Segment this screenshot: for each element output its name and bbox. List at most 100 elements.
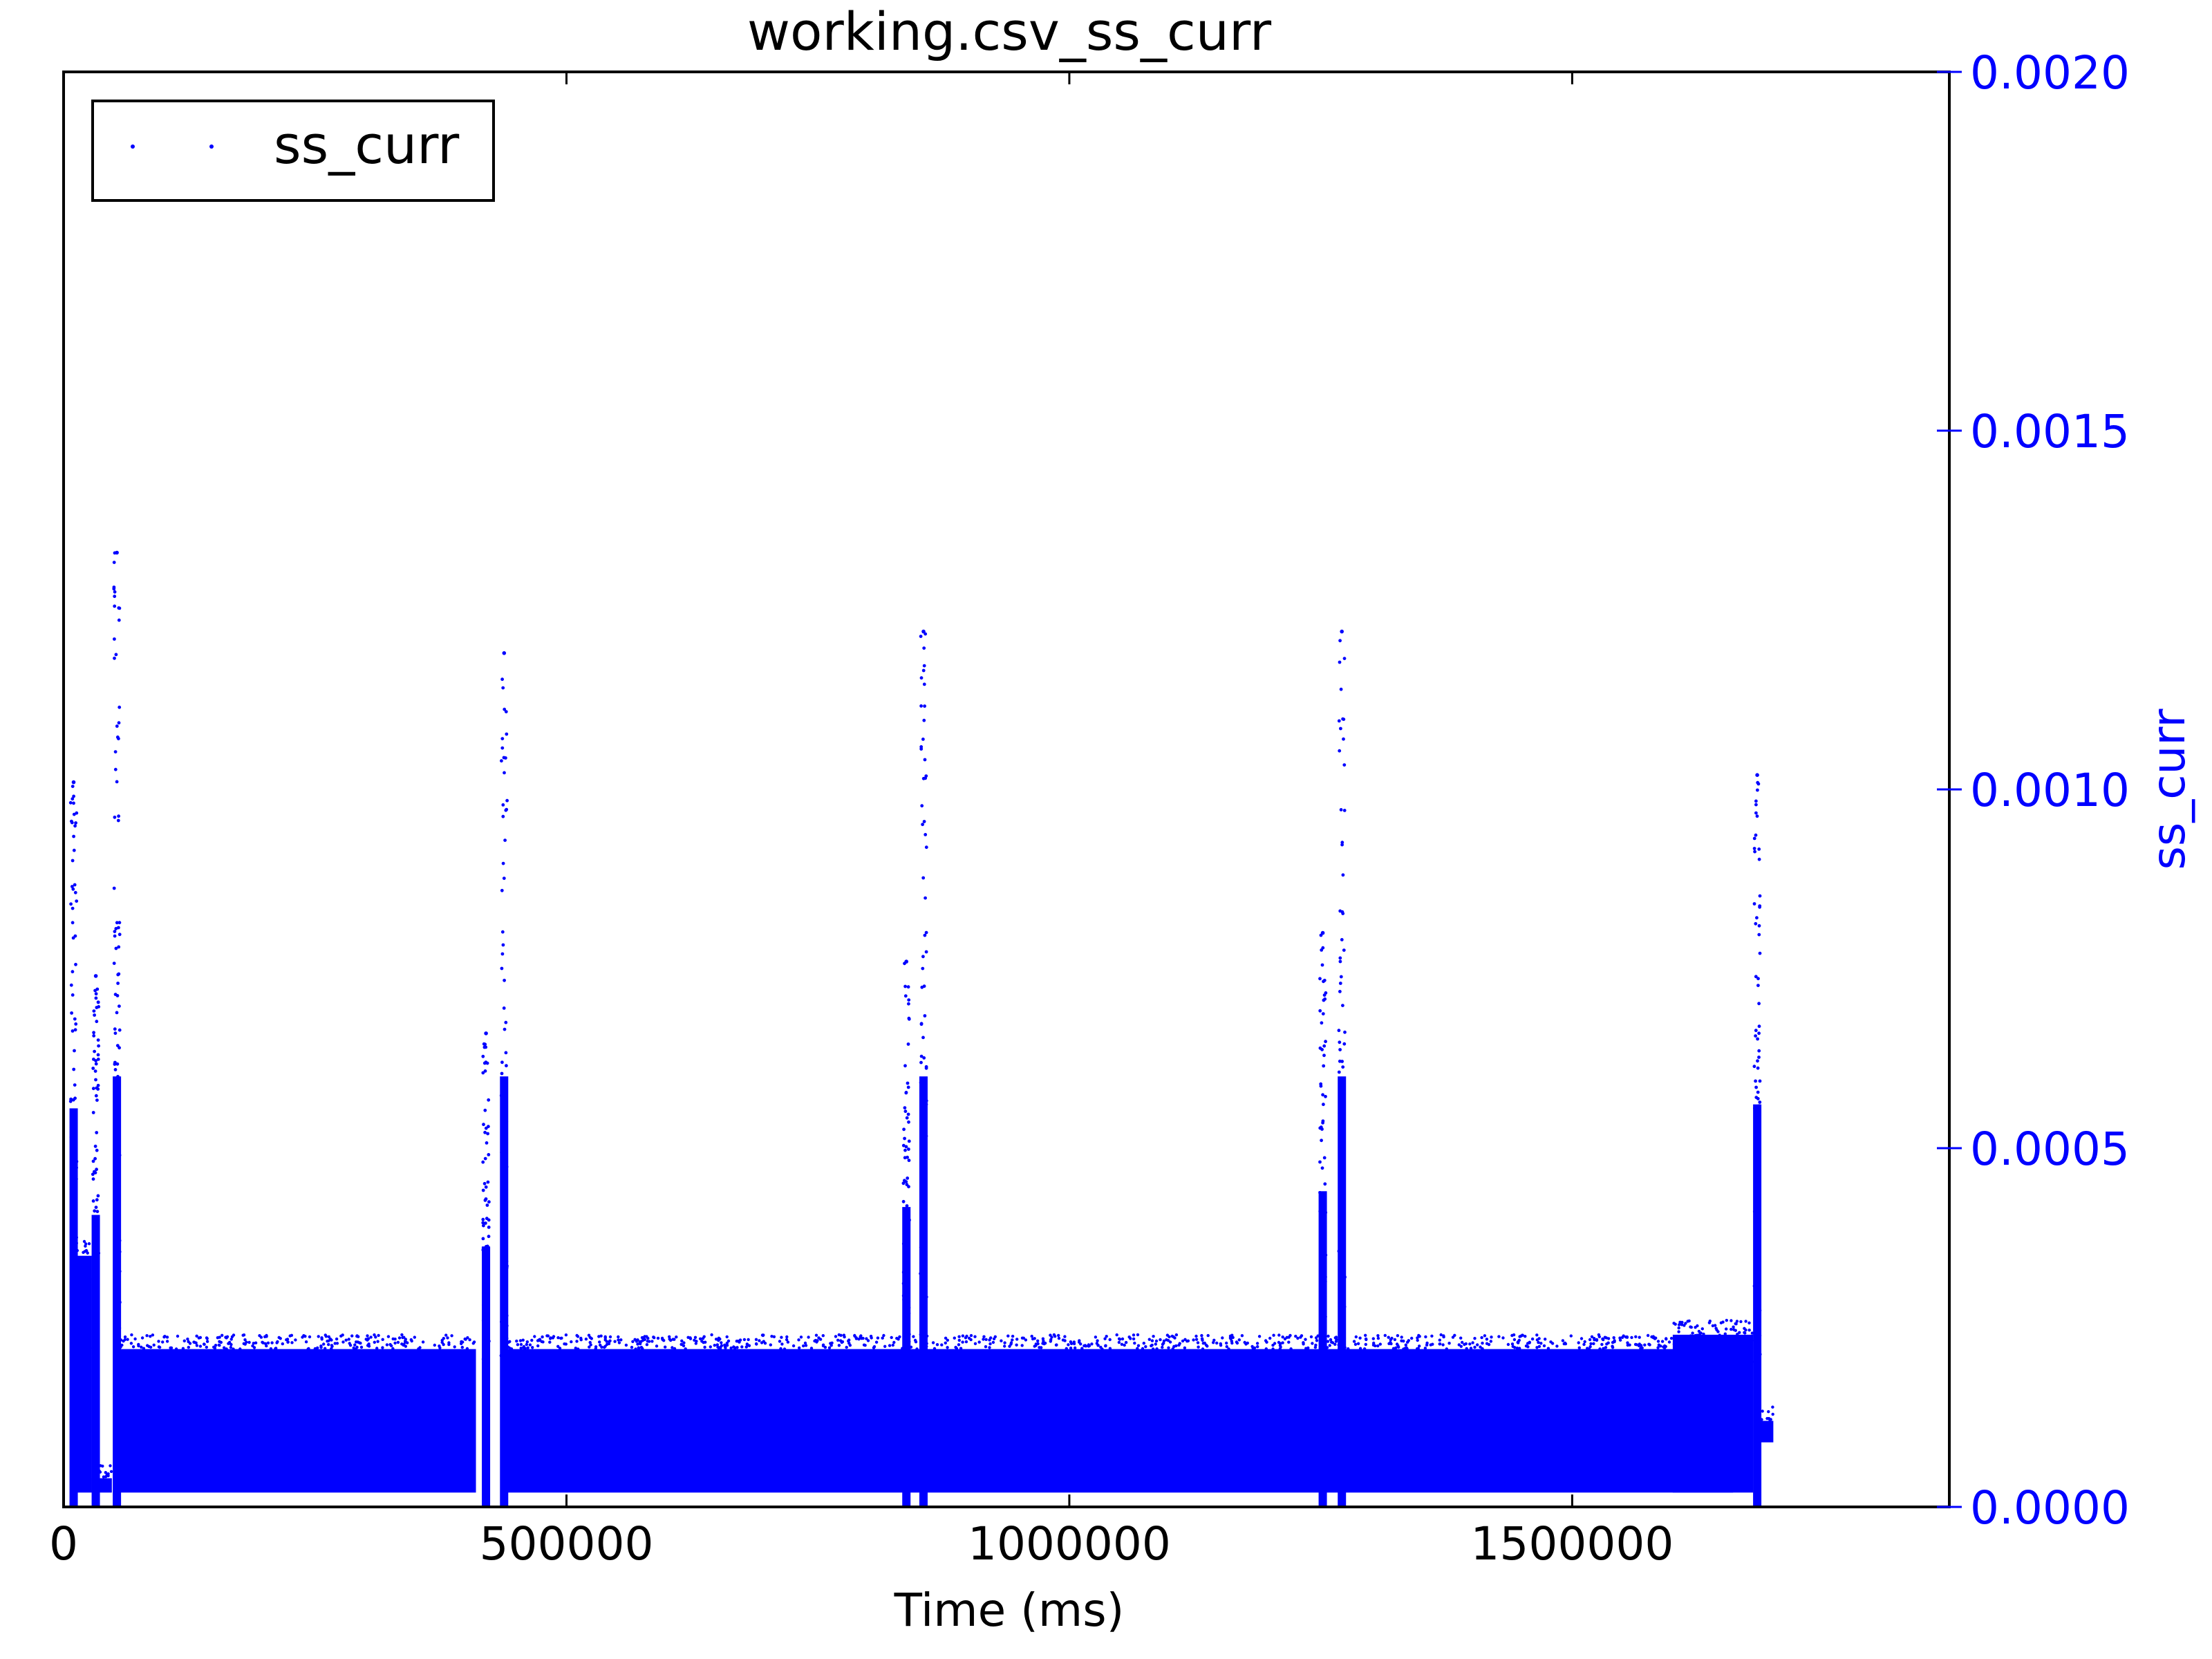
- data-point: [1003, 1341, 1006, 1344]
- data-point: [93, 1309, 97, 1312]
- data-point: [1512, 1333, 1516, 1337]
- data-point: [126, 1338, 129, 1341]
- data-point: [1340, 1154, 1343, 1159]
- data-point: [74, 1134, 78, 1138]
- data-point: [901, 1241, 906, 1246]
- data-point: [286, 1340, 290, 1344]
- data-point: [468, 1338, 471, 1342]
- data-point: [194, 1341, 198, 1344]
- data-point: [1320, 1305, 1324, 1309]
- data-point: [944, 1336, 948, 1340]
- data-point: [113, 1086, 117, 1090]
- data-point: [906, 1085, 910, 1089]
- spike-core: [919, 1076, 928, 1507]
- data-point: [1069, 1347, 1073, 1350]
- data-point: [1725, 1318, 1728, 1322]
- data-point: [1600, 1342, 1604, 1347]
- data-point: [1221, 1336, 1224, 1340]
- data-point: [922, 682, 926, 686]
- data-point: [888, 1344, 892, 1347]
- data-point: [74, 1318, 77, 1322]
- data-point: [1604, 1346, 1608, 1349]
- data-point: [1338, 1353, 1342, 1357]
- data-point: [548, 1340, 552, 1344]
- spike-core: [482, 1246, 491, 1507]
- data-point: [74, 1295, 77, 1299]
- data-point: [115, 780, 119, 784]
- data-point: [1154, 1342, 1158, 1346]
- data-point: [845, 1345, 848, 1349]
- data-point: [1322, 980, 1325, 984]
- data-point: [1320, 1138, 1323, 1143]
- data-point: [556, 1344, 560, 1349]
- data-point: [1323, 1340, 1327, 1344]
- data-point: [1752, 836, 1756, 841]
- data-point: [742, 1338, 747, 1342]
- data-point: [902, 1297, 906, 1302]
- data-point: [915, 1347, 919, 1351]
- data-point: [118, 1271, 121, 1275]
- data-point: [1589, 1342, 1593, 1346]
- data-point: [466, 1336, 469, 1340]
- data-point: [501, 814, 505, 818]
- data-point: [1294, 1334, 1297, 1338]
- data-point: [73, 1248, 77, 1252]
- data-point: [890, 1335, 893, 1340]
- data-point: [500, 1322, 504, 1326]
- data-point: [115, 1044, 120, 1047]
- data-point: [1201, 1342, 1206, 1345]
- data-point: [1684, 1322, 1687, 1325]
- data-point: [393, 1341, 397, 1345]
- data-point: [174, 1347, 178, 1351]
- data-point: [904, 1313, 908, 1317]
- data-point: [1201, 1347, 1205, 1351]
- data-point: [95, 1086, 99, 1090]
- data-point: [1324, 1094, 1327, 1098]
- data-point: [525, 1340, 529, 1344]
- data-point: [187, 1345, 190, 1349]
- data-point: [1752, 1284, 1756, 1288]
- data-point: [1320, 1048, 1324, 1051]
- data-point: [499, 1094, 503, 1098]
- data-point: [115, 994, 120, 997]
- data-point: [1324, 1253, 1328, 1257]
- data-point: [1524, 1344, 1528, 1348]
- data-point: [907, 1291, 910, 1295]
- data-point: [1150, 1344, 1153, 1348]
- data-point: [104, 1475, 108, 1479]
- data-point: [906, 1271, 910, 1275]
- data-point: [1754, 1085, 1759, 1089]
- data-point: [1155, 1347, 1159, 1351]
- data-point: [656, 1336, 660, 1340]
- data-point: [218, 1344, 221, 1347]
- data-point: [118, 921, 122, 925]
- data-point: [324, 1335, 328, 1338]
- data-point: [923, 1109, 927, 1114]
- data-point: [907, 1139, 911, 1143]
- data-point: [639, 1345, 644, 1349]
- data-point: [989, 1336, 993, 1340]
- data-point: [919, 1160, 923, 1163]
- data-point: [717, 1338, 720, 1342]
- data-point: [252, 1342, 255, 1345]
- data-point: [503, 1154, 507, 1159]
- data-point: [1506, 1342, 1510, 1347]
- data-point: [1544, 1338, 1547, 1341]
- data-point: [536, 1344, 540, 1348]
- data-point: [72, 801, 75, 805]
- data-point: [1322, 1044, 1327, 1048]
- data-point: [1758, 1111, 1761, 1114]
- data-point: [214, 1344, 218, 1347]
- data-point: [834, 1335, 838, 1338]
- data-point: [761, 1333, 765, 1338]
- data-point: [1318, 1009, 1322, 1013]
- data-point: [500, 1357, 505, 1361]
- data-point: [1756, 1361, 1760, 1365]
- data-point: [1711, 1324, 1715, 1328]
- data-point: [903, 1148, 907, 1152]
- data-point: [923, 1258, 927, 1262]
- data-point: [932, 1347, 937, 1351]
- data-point: [519, 1347, 523, 1350]
- data-point: [1341, 912, 1345, 915]
- data-point: [484, 1045, 488, 1049]
